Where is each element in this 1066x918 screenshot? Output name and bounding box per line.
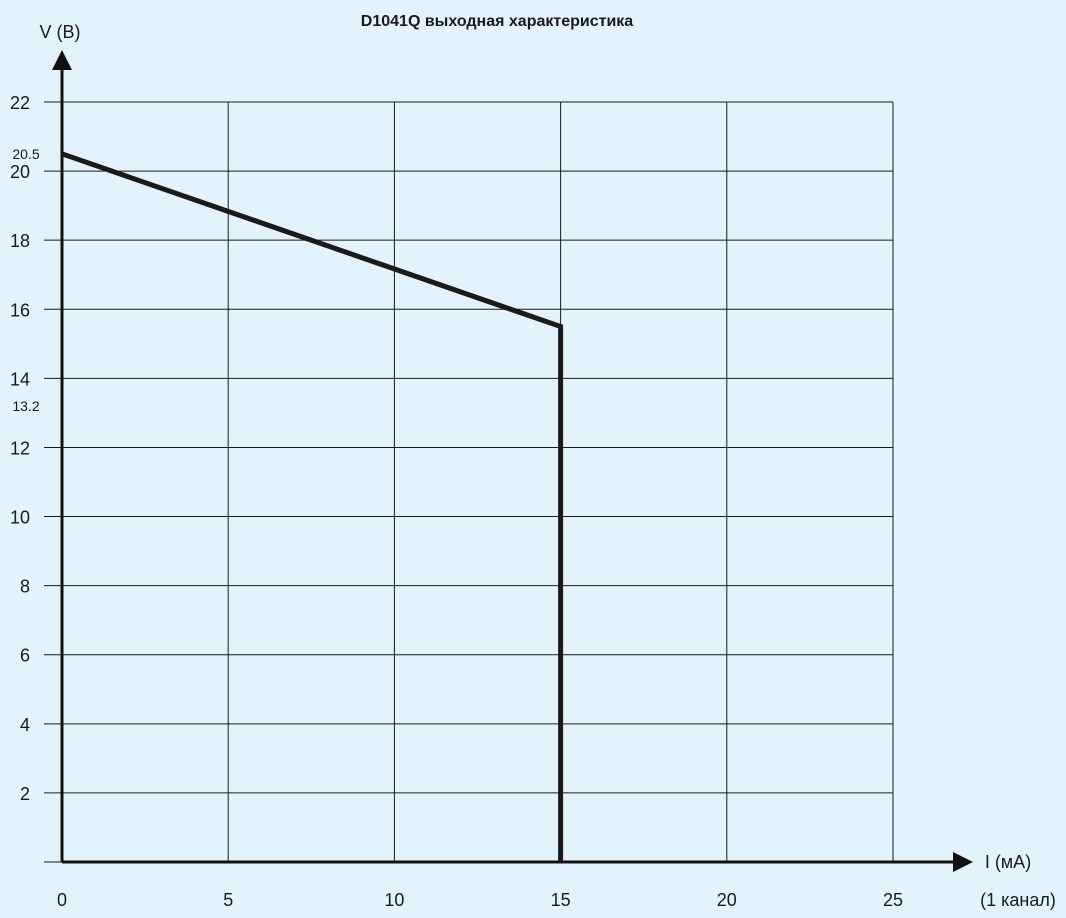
y-tick-label: 22	[10, 93, 30, 113]
x-tick-label: 20	[717, 890, 737, 910]
x-tick-label: 5	[223, 890, 233, 910]
y-tick-label: 16	[10, 300, 30, 320]
x-tick-label: 25	[883, 890, 903, 910]
chart-title: D1041Q выходная характеристика	[361, 13, 634, 30]
y-tick-label: 18	[10, 231, 30, 251]
y-tick-label: 10	[10, 508, 30, 528]
y-extra-label: 20.5	[12, 146, 39, 162]
y-tick-label: 14	[10, 369, 30, 389]
y-axis-arrow-icon	[52, 50, 72, 70]
y-tick-label: 6	[20, 646, 30, 666]
axes	[52, 50, 973, 872]
series-line	[61, 151, 564, 862]
series-layer	[61, 151, 564, 862]
y-tick-label: 2	[20, 784, 30, 804]
tick-labels: 2 4 6 8 10 12 14 16 18 20 22 20.5 13.2 0 5 10 15 20 25	[10, 93, 903, 910]
x-tick-label: 10	[384, 890, 404, 910]
y-tick-label: 12	[10, 438, 30, 458]
grid-lines	[44, 101, 894, 863]
y-axis-label: V (B)	[39, 22, 80, 42]
x-axis-note: (1 канал)	[980, 890, 1056, 910]
x-tick-label: 0	[57, 890, 67, 910]
y-extra-label: 13.2	[12, 398, 39, 414]
x-axis-arrow-icon	[953, 852, 973, 872]
x-axis-label: I (мА)	[985, 852, 1031, 872]
x-tick-label: 15	[551, 890, 571, 910]
y-tick-label: 8	[20, 577, 30, 597]
y-tick-label: 20	[10, 162, 30, 182]
y-tick-label: 4	[20, 715, 30, 735]
